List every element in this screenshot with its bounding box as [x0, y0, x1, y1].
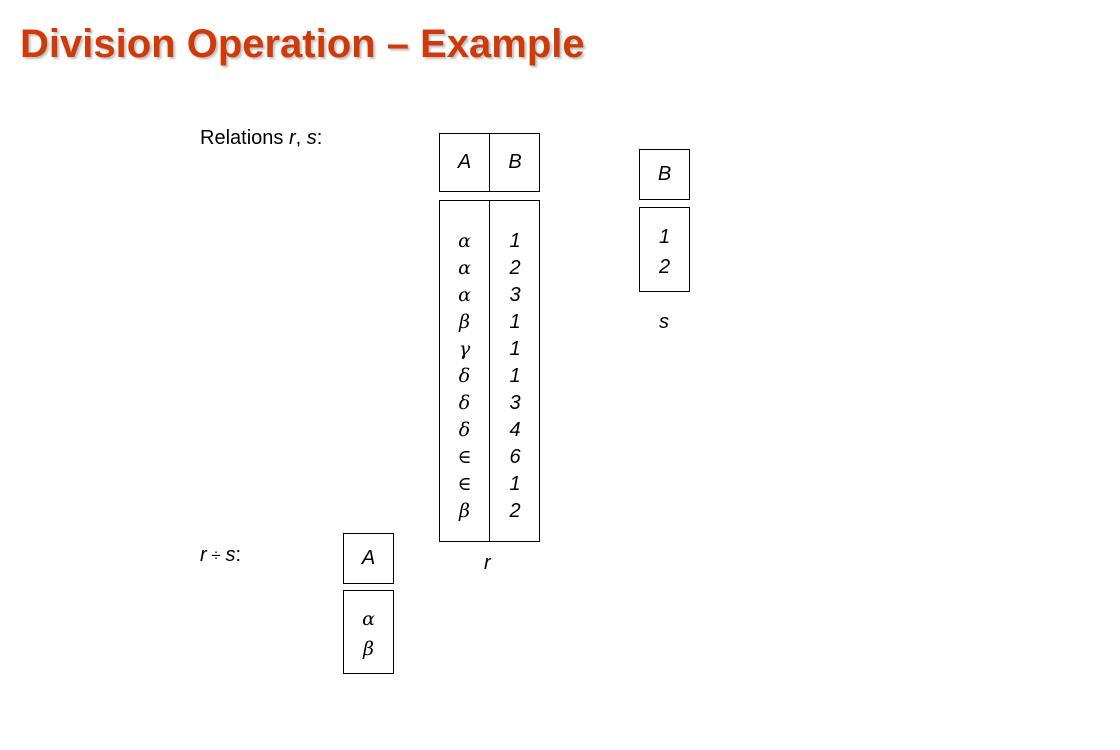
relation-r-column-a: α α α β γ δ δ δ ∈ ∈ β [440, 228, 489, 525]
page-title: Division Operation – Example [20, 22, 585, 66]
result-body: α β [343, 590, 394, 674]
relation-r-cell: β [459, 500, 470, 522]
relations-separator: , [295, 127, 307, 149]
relation-r-cell: δ [458, 419, 471, 441]
relation-r-header-divider [489, 134, 490, 191]
result-header: A [343, 533, 394, 584]
relations-prefix: Relations [200, 127, 289, 149]
relation-r-cell: 1 [509, 338, 521, 360]
result-label-suffix: : [235, 544, 242, 566]
relation-r-header-b: B [508, 151, 522, 173]
result-cell: β [363, 638, 374, 660]
relation-s-cell: 2 [658, 256, 671, 278]
relation-r-cell: 3 [509, 284, 521, 306]
relation-s-cell: 1 [658, 226, 671, 248]
result-label: r ÷ s: [200, 544, 241, 567]
result-label-s: s [225, 544, 236, 566]
result-cell: α [362, 608, 375, 630]
relation-r-cell: δ [458, 365, 471, 387]
relation-r-cell: 6 [509, 446, 521, 468]
relation-r-cell: β [459, 311, 470, 333]
relation-r-cell: δ [458, 392, 471, 414]
division-operator: ÷ [206, 546, 226, 565]
relation-r-body: α α α β γ δ δ δ ∈ ∈ β 1 2 3 1 1 1 3 4 6 … [439, 200, 540, 542]
relation-s-header-b: B [657, 163, 672, 185]
relation-r-cell: 2 [509, 257, 521, 279]
relation-r-cell: 1 [509, 365, 521, 387]
relation-r-body-divider [489, 201, 490, 541]
relation-s-name: s [659, 311, 669, 333]
relation-r-name: r [484, 552, 491, 574]
result-label-r: r [200, 544, 207, 566]
relation-r-cell: α [458, 284, 471, 306]
relation-r-column-b: 1 2 3 1 1 1 3 4 6 1 2 [490, 228, 540, 525]
relation-r-cell: ∈ [457, 446, 472, 468]
relation-r-cell: 1 [509, 473, 521, 495]
relation-r-cell: γ [458, 338, 471, 360]
relation-r-cell: 1 [509, 230, 521, 252]
relation-s-header: B [639, 149, 690, 200]
relation-r-cell: 1 [509, 311, 521, 333]
relations-r-name: r [288, 127, 296, 149]
relation-r-cell: 3 [509, 392, 521, 414]
relations-s-name: s [306, 127, 317, 149]
relation-r-cell: 4 [509, 419, 521, 441]
relation-r-cell: ∈ [457, 473, 472, 495]
result-header-a: A [361, 547, 376, 569]
relation-s-column-b: 1 2 [640, 222, 689, 282]
relation-r-cell: 2 [509, 500, 521, 522]
relation-r-header: A B [439, 133, 540, 192]
result-column-a: α β [344, 604, 393, 664]
relation-s-body: 1 2 [639, 207, 690, 292]
relation-r-cell: α [458, 230, 471, 252]
relation-r-header-a: A [457, 151, 472, 173]
relations-label: Relations r, s: [200, 127, 322, 150]
relations-suffix: : [316, 127, 323, 149]
relation-r-cell: α [458, 257, 471, 279]
